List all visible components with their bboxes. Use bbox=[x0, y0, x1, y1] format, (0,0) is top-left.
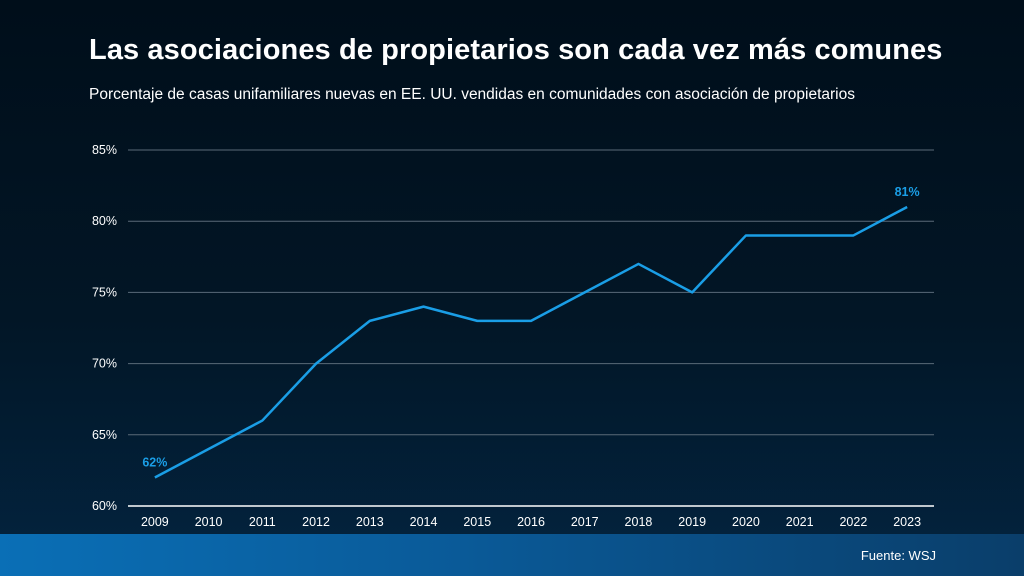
source-label: Fuente: WSJ bbox=[860, 548, 936, 563]
x-tick-label: 2019 bbox=[678, 515, 706, 529]
x-tick-label: 2021 bbox=[786, 515, 814, 529]
chart-subtitle: Porcentaje de casas unifamiliares nuevas… bbox=[89, 86, 855, 103]
data-label: 81% bbox=[895, 185, 920, 199]
y-tick-label: 60% bbox=[92, 499, 117, 513]
x-tick-label: 2009 bbox=[141, 515, 169, 529]
x-axis-ticks: 2009 2010 2011 2012 2013 2014 2015 2016 2017 2018… bbox=[141, 515, 921, 529]
footer-bar: Fuente: WSJ bbox=[0, 534, 1024, 576]
y-tick-label: 80% bbox=[92, 214, 117, 228]
x-tick-label: 2013 bbox=[356, 515, 384, 529]
x-tick-label: 2023 bbox=[893, 515, 921, 529]
series-line bbox=[154, 205, 908, 479]
x-tick-label: 2020 bbox=[732, 515, 760, 529]
x-tick-label: 2022 bbox=[839, 515, 867, 529]
y-tick-label: 65% bbox=[92, 428, 117, 442]
grid-lines bbox=[128, 149, 934, 436]
x-tick-label: 2011 bbox=[249, 515, 276, 529]
x-tick-label: 2017 bbox=[571, 515, 599, 529]
x-tick-label: 2012 bbox=[302, 515, 330, 529]
data-labels: 62% 81% bbox=[142, 185, 919, 470]
x-tick-label: 2014 bbox=[410, 515, 438, 529]
chart-title: Las asociaciones de propietarios son cad… bbox=[89, 34, 943, 66]
y-axis-ticks: 60% 65% 70% 75% 80% 85% bbox=[92, 143, 117, 513]
x-tick-label: 2015 bbox=[463, 515, 491, 529]
data-label: 62% bbox=[142, 456, 167, 470]
x-tick-label: 2010 bbox=[195, 515, 223, 529]
x-tick-label: 2018 bbox=[625, 515, 653, 529]
y-tick-label: 70% bbox=[92, 357, 117, 371]
y-tick-label: 75% bbox=[92, 285, 117, 299]
y-tick-label: 85% bbox=[92, 143, 117, 157]
x-tick-label: 2016 bbox=[517, 515, 545, 529]
